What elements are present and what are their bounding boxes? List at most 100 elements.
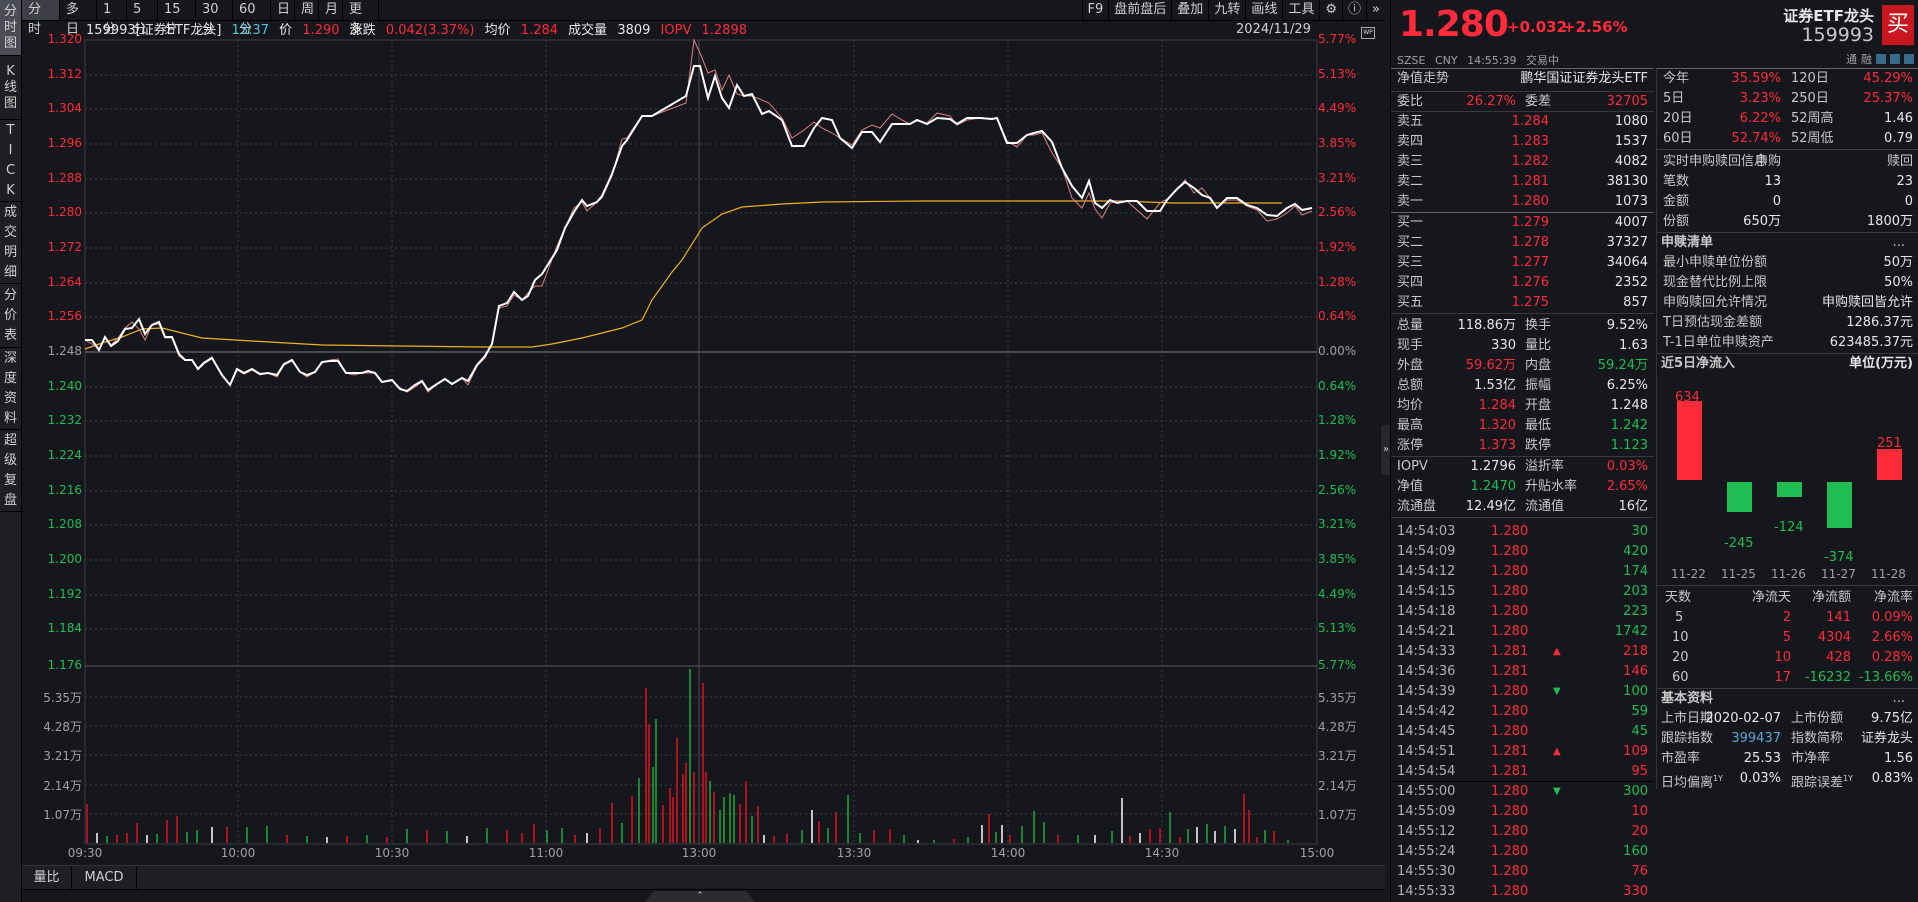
sidebar-item-label: 成交明细: [4, 204, 18, 280]
plus-icon[interactable]: [1904, 54, 1914, 64]
bid-row[interactable]: 买一 1.279 4007: [1391, 213, 1654, 233]
table-header: 天数 净流天 净流额 净流率: [1665, 590, 1913, 605]
sidebar-item-trade-detail[interactable]: 成交明细: [0, 202, 21, 284]
tab-macd[interactable]: MACD: [72, 866, 137, 890]
more-icon[interactable]: ...: [1892, 691, 1905, 706]
wp-monitor-icon[interactable]: WP: [1361, 27, 1375, 39]
sidebar-item-replay[interactable]: 超级复盘: [0, 430, 21, 512]
tab-more[interactable]: 更多: [343, 0, 379, 37]
ask-row[interactable]: 卖二 1.281 38130: [1391, 172, 1654, 192]
axis-price-label: 1.176: [47, 658, 82, 672]
nine-turn-button[interactable]: 九转: [1208, 0, 1245, 20]
tracking-index-link[interactable]: 399437: [1731, 731, 1781, 746]
sidebar-item-label: K线图: [4, 63, 18, 111]
intraday-chart[interactable]: 1.320 1.312 1.304 1.296 1.288 1.280 1.27…: [22, 32, 1385, 864]
axis-pct-label: 5.13%: [1318, 621, 1357, 635]
ask-row[interactable]: 卖四 1.283 1537: [1391, 132, 1654, 152]
label: 委比: [1397, 94, 1424, 109]
axis-price-label: 1.264: [47, 275, 82, 289]
overlay-button[interactable]: 叠加: [1171, 0, 1208, 20]
expand-panel-handle[interactable]: ⌃: [645, 891, 755, 902]
edit-icon[interactable]: [1876, 54, 1886, 64]
basic-info-header[interactable]: 基本资料...: [1657, 689, 1918, 709]
label: 升贴水率: [1525, 479, 1578, 494]
security-code-name: 159993[证券ETF龙头]: [86, 23, 222, 38]
tab-1min[interactable]: 1分: [97, 0, 127, 37]
tab-30min[interactable]: 30分: [196, 0, 233, 37]
tab-15min[interactable]: 15分: [158, 0, 196, 37]
more-icon[interactable]: ...: [1892, 235, 1905, 250]
value: 1.53亿: [1474, 378, 1516, 393]
value: 32705: [1606, 94, 1648, 109]
ask-row[interactable]: 卖一 1.280 1073: [1391, 192, 1654, 212]
axis-time-label: 10:30: [374, 846, 410, 860]
f9-button[interactable]: F9: [1081, 0, 1109, 20]
sidebar-item-kline[interactable]: K线图: [0, 56, 21, 120]
sidebar-item-label: 深度资料: [4, 350, 18, 426]
tick-list[interactable]: 14:54:03 1.280 30 14:54:09 1.280 420 14:54:1…: [1391, 517, 1654, 902]
fund-info-column: 今年 35.59% 120日 45.29% 5日 3.23% 250日 25.37% 20日…: [1656, 68, 1918, 791]
label: 买三: [1397, 255, 1424, 270]
tick-row: 14:54:03 1.280 30: [1397, 524, 1648, 539]
subscription-header: 实时申购赎回信息 申购 赎回: [1657, 152, 1918, 172]
sidebar-item-depth[interactable]: 深度资料: [0, 348, 21, 430]
net-inflow-table: 天数 净流天 净流额 净流率 5 2 141 0.09% 10 5 4304 2.66% 2…: [1657, 585, 1918, 688]
sidebar-item-label: TICK: [5, 122, 16, 198]
basic-info-row: 日均偏离1Y 0.03% 跟踪误差1Y 0.83%: [1661, 771, 1913, 791]
axis-price-label: 1.216: [47, 483, 82, 497]
tab-day[interactable]: 日: [271, 0, 295, 20]
axis-time-label: 13:30: [836, 846, 872, 860]
chart-toolbar: F9 盘前盘后 叠加 九转 画线 工具 ⚙ ⓘ »: [1081, 0, 1385, 20]
label: 卖二: [1397, 174, 1424, 189]
tab-week[interactable]: 周: [295, 0, 319, 20]
collapse-panel-handle[interactable]: »: [1381, 425, 1391, 475]
price: 1.278: [1511, 235, 1549, 250]
bar-value-label: 634: [1675, 390, 1700, 405]
sidebar-item-tick[interactable]: TICK: [0, 120, 21, 202]
draw-line-button[interactable]: 画线: [1245, 0, 1282, 20]
bid-row[interactable]: 买五 1.275 857: [1391, 293, 1654, 313]
axis-price-label: 1.296: [47, 136, 82, 150]
tab-5min[interactable]: 5分: [127, 0, 158, 37]
basic-info-row: 跟踪指数 399437 指数简称 证券龙头: [1657, 729, 1918, 749]
sidebar-item-intraday[interactable]: 分时图: [0, 0, 21, 56]
ask-row[interactable]: 卖三 1.282 4082: [1391, 152, 1654, 172]
pre-post-market-button[interactable]: 盘前盘后: [1108, 0, 1171, 20]
help-icon[interactable]: ⓘ: [1342, 0, 1366, 20]
creation-row: T日预估现金差额 1286.37元: [1663, 315, 1913, 330]
tick-row: 14:55:09 1.280 10: [1397, 804, 1648, 819]
axis-pct-label: 5.77%: [1318, 658, 1357, 672]
gear-icon[interactable]: ⚙: [1319, 0, 1342, 20]
tools-button[interactable]: 工具: [1282, 0, 1319, 20]
volume: 4007: [1614, 215, 1648, 230]
bid-row[interactable]: 买四 1.276 2352: [1391, 273, 1654, 293]
tab-month[interactable]: 月: [319, 0, 343, 20]
up-arrow-icon: ▲: [1553, 646, 1561, 657]
nav-trend-row[interactable]: 净值走势 鹏华国证证券龙头ETF: [1391, 69, 1654, 91]
double-chevron-right-icon[interactable]: »: [1366, 0, 1385, 20]
tab-60min[interactable]: 60分: [233, 0, 271, 37]
sidebar-item-price-table[interactable]: 分价表: [0, 284, 21, 348]
label: 52周低: [1791, 131, 1834, 146]
tab-intraday[interactable]: 分时: [22, 0, 60, 37]
basic-info-row: 市盈率 25.53 市净率 1.56: [1661, 751, 1913, 766]
tick-row: 14:55:00 1.280 ▼ 300: [1391, 782, 1654, 802]
tab-volume-ratio[interactable]: 量比: [22, 866, 72, 890]
axis-volume-label: 1.07万: [1318, 808, 1357, 822]
volume: 34064: [1606, 255, 1648, 270]
buy-button[interactable]: 买: [1882, 5, 1914, 45]
tag-rong: 融: [1861, 53, 1872, 66]
axis-pct-label: 0.64%: [1318, 379, 1357, 393]
bell-icon[interactable]: [1890, 54, 1900, 64]
tab-multi-day[interactable]: 多日: [60, 0, 97, 37]
label: 溢折率: [1525, 459, 1565, 474]
return-row: 20日 6.22% 52周高 1.46: [1657, 109, 1918, 129]
bid-row[interactable]: 买三 1.277 34064: [1391, 253, 1654, 273]
tick-row: 14:54:18 1.280 223: [1397, 604, 1648, 619]
label: 120日: [1791, 71, 1829, 86]
bid-row[interactable]: 买二 1.278 37327: [1391, 233, 1654, 253]
creation-list-header[interactable]: 申赎清单...: [1657, 233, 1918, 253]
creation-row: 申购赎回允许情况 申购赎回皆允许: [1663, 295, 1913, 310]
iopv-label: IOPV: [660, 23, 692, 38]
ask-row[interactable]: 卖五 1.284 1080: [1391, 112, 1654, 132]
